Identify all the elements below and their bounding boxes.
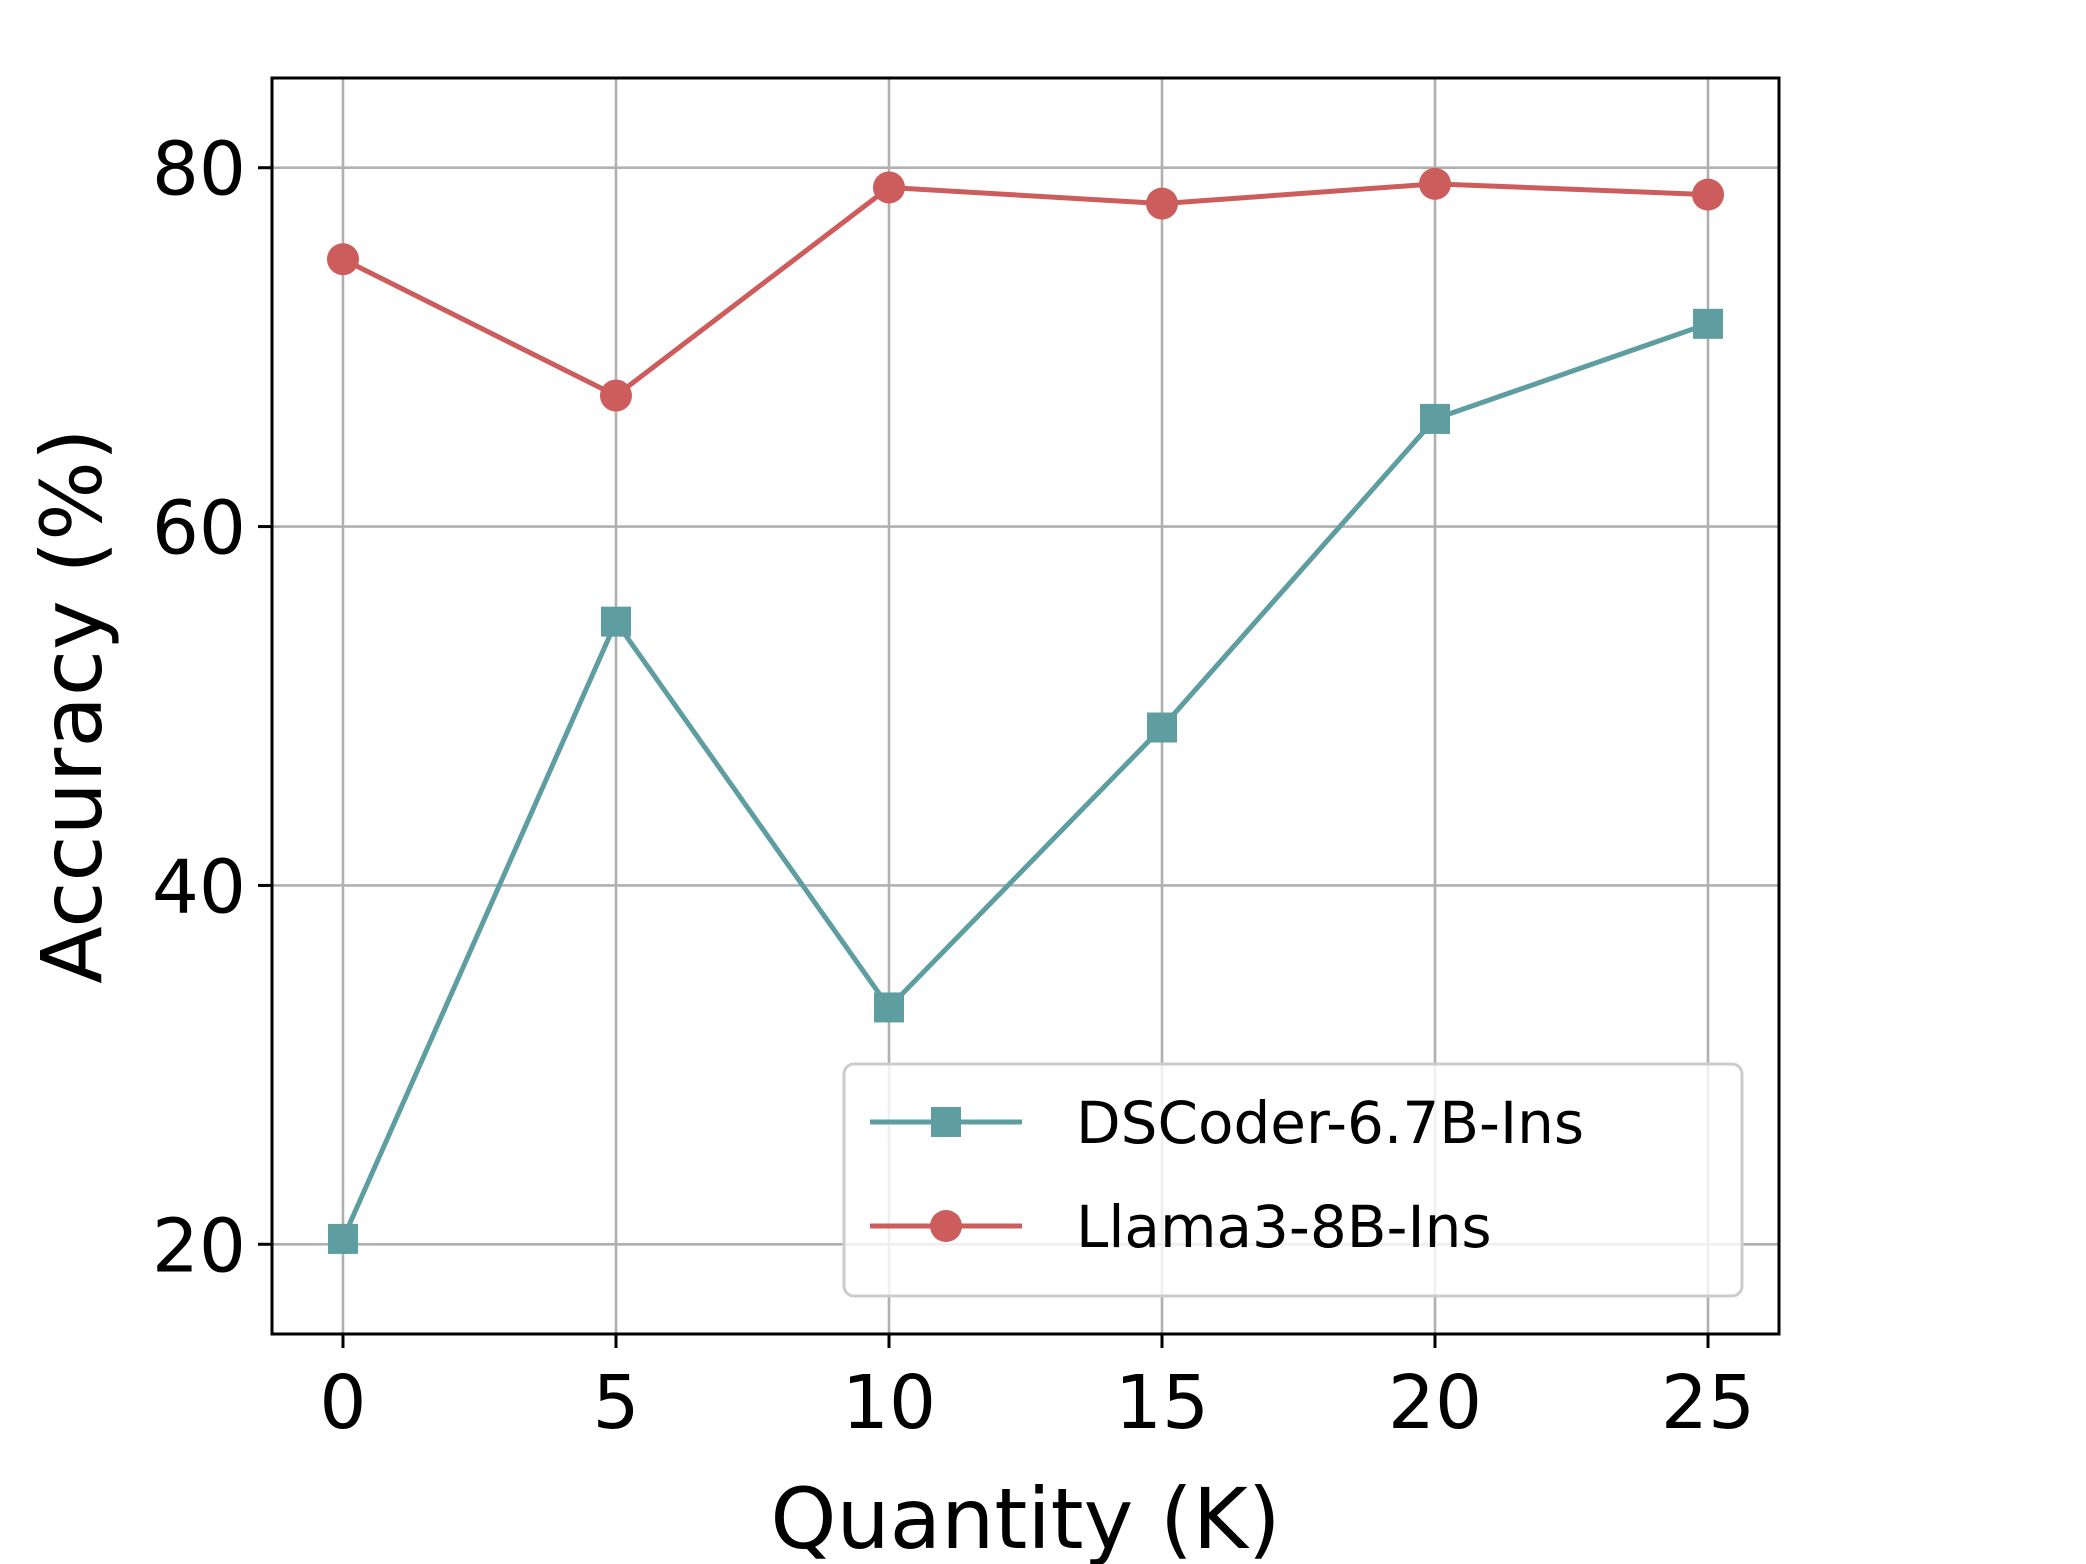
- data-point-dscoder-6-7b-ins-5: [600, 606, 631, 637]
- series-line-dscoder-6-7b-ins: [340, 321, 1709, 1240]
- y-tick-label-80: 80: [152, 127, 246, 213]
- data-point-llama3-8b-ins-25: [1692, 178, 1725, 211]
- legend-entries: DSCoder-6.7B-Ins Llama3-8B-Ins: [870, 1089, 1584, 1261]
- x-tick-label-10: 10: [842, 1360, 936, 1446]
- x-tick-label-15: 15: [1115, 1360, 1209, 1446]
- x-axis-label: Quantity (K): [770, 1470, 1280, 1564]
- series-line-llama3-8b-ins: [341, 181, 1709, 399]
- x-tick-label-0: 0: [319, 1360, 366, 1446]
- data-point-llama3-8b-ins-0: [326, 243, 359, 276]
- data-point-dscoder-6-7b-ins-0: [327, 1223, 358, 1254]
- legend-box: [842, 1062, 1744, 1298]
- data-point-llama3-8b-ins-5: [599, 379, 632, 412]
- axis-ticks: 0 5 10 15 20 25 20 40 60 80: [152, 127, 1755, 1446]
- y-tick-label-20: 20: [152, 1203, 246, 1289]
- x-tick-label-25: 25: [1661, 1360, 1755, 1446]
- series-llama3-8b-ins: [326, 167, 1725, 412]
- grid: [272, 78, 1779, 1334]
- legend-label-dscoder-6-7b-ins: DSCoder-6.7B-Ins: [1076, 1089, 1584, 1157]
- data-point-llama3-8b-ins-15: [1146, 187, 1179, 220]
- x-tick-label-5: 5: [592, 1360, 639, 1446]
- y-tick-label-40: 40: [152, 844, 246, 930]
- data-point-dscoder-6-7b-ins-25: [1693, 308, 1724, 339]
- data-point-llama3-8b-ins-10: [872, 171, 905, 204]
- y-tick-label-60: 60: [152, 486, 246, 572]
- y-axis-label: Accuracy (%): [23, 428, 121, 984]
- x-tick-label-20: 20: [1388, 1360, 1482, 1446]
- legend-label-llama3-8b-ins: Llama3-8B-Ins: [1076, 1193, 1492, 1261]
- data-point-dscoder-6-7b-ins-15: [1147, 712, 1178, 743]
- legend-entry-dscoder-6-7b-ins: DSCoder-6.7B-Ins: [870, 1089, 1584, 1157]
- plot-frame: [270, 76, 1781, 1336]
- data-point-llama3-8b-ins-20: [1419, 167, 1452, 200]
- legend: DSCoder-6.7B-Ins Llama3-8B-Ins: [842, 1062, 1744, 1298]
- series-dscoder-6-7b-ins: [327, 308, 1724, 1254]
- legend-marker-llama3-8b-ins: [930, 1210, 962, 1242]
- legend-marker-dscoder-6-7b-ins: [931, 1107, 961, 1137]
- data-point-dscoder-6-7b-ins-10: [873, 992, 904, 1023]
- series-layer: [326, 167, 1725, 1254]
- legend-entry-llama3-8b-ins: Llama3-8B-Ins: [870, 1193, 1492, 1261]
- data-point-dscoder-6-7b-ins-20: [1420, 403, 1451, 434]
